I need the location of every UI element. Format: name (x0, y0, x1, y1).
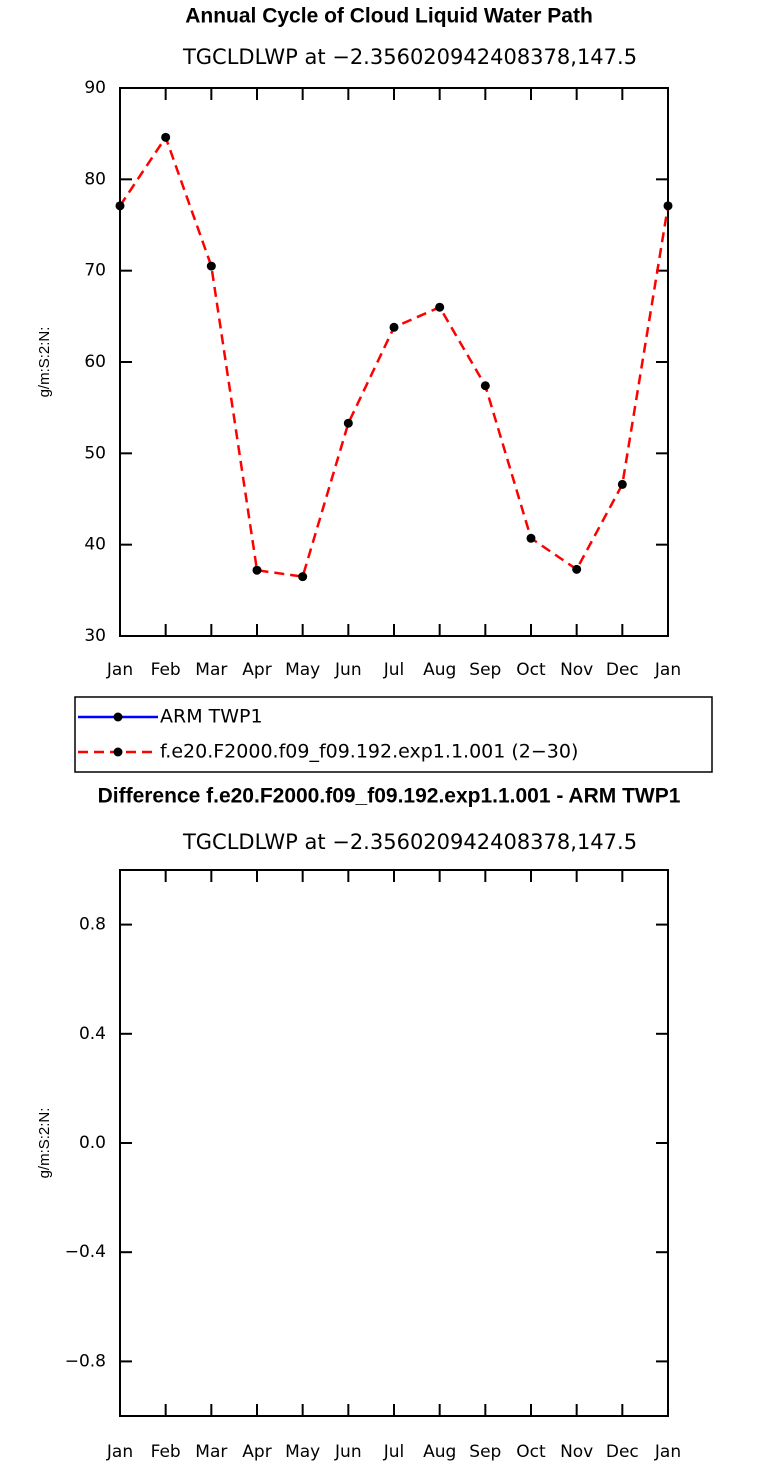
data-point (252, 565, 262, 575)
y-tick-label: 0.4 (79, 1024, 106, 1044)
data-point (435, 302, 445, 312)
legend-label: ARM TWP1 (160, 706, 263, 728)
plot-frame (119, 87, 669, 637)
data-point (343, 418, 353, 428)
y-tick-label: 90 (84, 78, 106, 98)
y-tick-label: 50 (84, 443, 106, 463)
legend-marker (113, 712, 123, 722)
plot-frame (119, 869, 669, 1417)
y-tick-label: 0.8 (79, 915, 106, 935)
data-point (161, 132, 171, 142)
chart-subtitle: TGCLDLWP at −2.356020942408378,147.5 (182, 45, 637, 69)
chart-subtitle: TGCLDLWP at −2.356020942408378,147.5 (182, 830, 637, 854)
y-axis-label: g/m:S:2:N: (36, 327, 53, 398)
data-point (115, 201, 125, 211)
chart-title: Annual Cycle of Cloud Liquid Water Path (185, 5, 593, 28)
data-point (572, 564, 582, 574)
y-tick-label: 70 (84, 261, 106, 281)
x-tick-label: Nov (560, 1442, 593, 1462)
x-tick-label: Mar (195, 660, 227, 680)
y-tick-label: −0.8 (65, 1351, 106, 1371)
data-point (206, 261, 216, 271)
y-tick-label: −0.4 (65, 1242, 106, 1262)
y-tick-label: 60 (84, 352, 106, 372)
x-tick-label: Nov (560, 660, 593, 680)
legend-marker (113, 747, 123, 757)
x-tick-label: Jul (383, 660, 405, 680)
x-tick-label: Sep (469, 660, 501, 680)
x-tick-label: Sep (469, 1442, 501, 1462)
chart-title: Difference f.e20.F2000.f09_f09.192.exp1.… (98, 785, 681, 808)
x-tick-label: Jan (654, 660, 681, 680)
x-tick-label: Feb (151, 660, 181, 680)
x-tick-label: Jun (334, 660, 362, 680)
legend-label: f.e20.F2000.f09_f09.192.exp1.1.001 (2−30… (160, 741, 578, 763)
y-tick-label: 80 (84, 169, 106, 189)
x-tick-label: Apr (242, 660, 271, 680)
x-tick-label: Jul (383, 1442, 405, 1462)
y-tick-label: 40 (84, 535, 106, 555)
data-point (526, 533, 536, 543)
series-line (118, 134, 670, 579)
data-point (617, 479, 627, 489)
x-tick-label: Jan (106, 1442, 133, 1462)
x-tick-label: Jan (106, 660, 133, 680)
x-tick-label: Dec (606, 1442, 639, 1462)
x-tick-label: Jun (334, 1442, 362, 1462)
y-axis-label: g/m:S:2:N: (36, 1108, 53, 1179)
x-tick-label: Feb (151, 1442, 181, 1462)
y-tick-label: 30 (84, 626, 106, 646)
y-tick-label: 0.0 (79, 1133, 106, 1153)
x-tick-label: Mar (195, 1442, 227, 1462)
x-tick-label: Aug (423, 1442, 456, 1462)
x-tick-label: May (285, 1442, 320, 1462)
x-tick-label: Aug (423, 660, 456, 680)
data-point (389, 322, 399, 332)
legend-box (74, 696, 713, 773)
x-tick-label: May (285, 660, 320, 680)
x-tick-label: Oct (516, 1442, 546, 1462)
x-tick-label: Dec (606, 660, 639, 680)
data-point (480, 381, 490, 391)
x-tick-label: Apr (242, 1442, 271, 1462)
data-point (298, 572, 308, 582)
x-tick-label: Oct (516, 660, 546, 680)
data-point (663, 201, 673, 211)
x-tick-label: Jan (654, 1442, 681, 1462)
